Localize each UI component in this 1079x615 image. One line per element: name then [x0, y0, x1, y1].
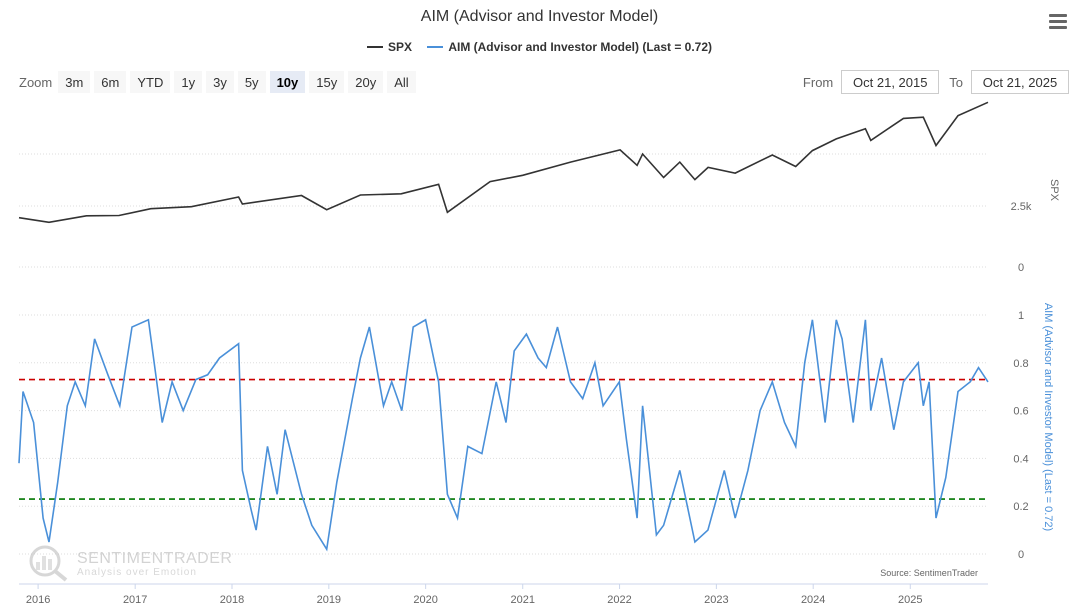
x-tick-label: 2019	[317, 594, 341, 606]
aim-tick-label: 0	[1018, 549, 1024, 561]
y-axis-ticks: 0 2.5k 0 0.2 0.4 0.6 0.8 1	[1011, 201, 1032, 561]
zoom-6m-button[interactable]: 6m	[94, 71, 127, 93]
legend-label-aim: AIM (Advisor and Investor Model) (Last =…	[448, 40, 713, 54]
aim-tick-label: 0.8	[1013, 358, 1028, 370]
zoom-15y-button[interactable]: 15y	[309, 71, 345, 93]
aim-axis-title: AIM (Advisor and Investor Model) (Last =…	[1042, 303, 1054, 531]
to-label: To	[949, 74, 963, 90]
spx-series-line	[18, 101, 989, 224]
zoom-ytd-button[interactable]: YTD	[130, 71, 171, 93]
zoom-all-button[interactable]: All	[387, 71, 416, 93]
watermark-tagline: Analysis over Emotion	[77, 567, 197, 578]
legend-swatch-spx	[366, 46, 383, 48]
from-label: From	[802, 74, 834, 90]
zoom-bar: Zoom 3m 6m YTD 1y 3y 5y 10y 15y 20y All	[19, 71, 420, 93]
from-date-input[interactable]	[841, 70, 940, 94]
x-tick-label: 2021	[510, 594, 534, 606]
x-tick-label: 2022	[607, 594, 631, 606]
chart-title: AIM (Advisor and Investor Model)	[420, 8, 659, 25]
legend-item-spx[interactable]: SPX	[366, 40, 412, 54]
x-tick-label: 2017	[123, 594, 147, 606]
sentimentrader-logo-icon	[29, 545, 68, 582]
spx-tick-label: 2.5k	[1011, 201, 1032, 213]
x-tick-label: 2025	[898, 594, 922, 606]
spx-axis-title: SPX	[1048, 179, 1060, 202]
legend: SPX AIM (Advisor and Investor Model) (La…	[0, 37, 1079, 54]
zoom-20y-button[interactable]: 20y	[348, 71, 384, 93]
to-date-input[interactable]	[971, 70, 1069, 94]
source-credit: Source: SentimenTrader	[880, 568, 978, 578]
x-tick-label: 2016	[26, 594, 50, 606]
zoom-3m-button[interactable]: 3m	[58, 71, 91, 93]
x-tick-label: 2018	[220, 594, 244, 606]
zoom-3y-button[interactable]: 3y	[206, 71, 234, 93]
date-range: From To	[803, 70, 1069, 94]
zoom-10y-button[interactable]: 10y	[269, 71, 306, 93]
gridlines	[19, 153, 988, 585]
watermark-brand: SENTIMENTRADER	[77, 550, 232, 567]
x-tick-label: 2023	[704, 594, 728, 606]
zoom-label: Zoom	[19, 74, 53, 90]
legend-swatch-aim	[427, 46, 444, 48]
aim-tick-label: 0.4	[1013, 453, 1028, 465]
x-axis-ticks: 2016 2017 2018 2019 2020 2021 2022 2023 2024 2025	[26, 584, 923, 606]
legend-item-aim[interactable]: AIM (Advisor and Investor Model) (Last =…	[427, 40, 712, 54]
aim-tick-label: 0.2	[1013, 501, 1028, 513]
spx-tick-label: 0	[1018, 262, 1024, 274]
zoom-1y-button[interactable]: 1y	[174, 71, 203, 93]
legend-label-spx: SPX	[387, 40, 412, 54]
aim-tick-label: 0.6	[1013, 406, 1028, 418]
hamburger-menu-icon[interactable]	[1049, 14, 1067, 30]
aim-tick-label: 1	[1018, 310, 1024, 322]
zoom-5y-button[interactable]: 5y	[237, 71, 266, 93]
watermark: SENTIMENTRADER Analysis over Emotion	[29, 545, 232, 582]
x-tick-label: 2024	[801, 594, 825, 606]
x-tick-label: 2020	[413, 594, 437, 606]
aim-series-line	[18, 318, 989, 552]
